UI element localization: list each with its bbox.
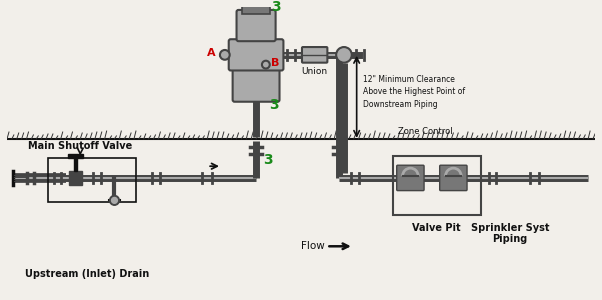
Bar: [393, 156, 481, 215]
Bar: [69, 171, 82, 185]
FancyBboxPatch shape: [302, 47, 327, 63]
Circle shape: [262, 61, 270, 68]
Text: Main Shutoff Valve: Main Shutoff Valve: [28, 141, 132, 151]
Bar: [67, 154, 83, 158]
Text: Flow: Flow: [300, 241, 324, 251]
Text: 3: 3: [269, 98, 279, 112]
FancyBboxPatch shape: [439, 165, 467, 190]
Text: 3: 3: [271, 0, 281, 14]
Circle shape: [110, 196, 119, 205]
Text: A: A: [207, 48, 216, 58]
Circle shape: [336, 47, 352, 63]
FancyBboxPatch shape: [229, 39, 284, 70]
Text: 12" Minimum Clearance
Above the Highest Point of
Downstream Piping: 12" Minimum Clearance Above the Highest …: [362, 75, 465, 109]
Bar: [246, 0, 266, 4]
Text: Valve Pit: Valve Pit: [412, 223, 461, 233]
Bar: [48, 158, 136, 202]
Text: Upstream (Inlet) Drain: Upstream (Inlet) Drain: [25, 268, 149, 278]
Bar: [74, 158, 77, 171]
Circle shape: [111, 197, 117, 203]
Text: 3: 3: [263, 153, 273, 167]
Text: Union: Union: [302, 67, 327, 76]
Circle shape: [220, 50, 230, 60]
FancyBboxPatch shape: [237, 10, 276, 41]
FancyBboxPatch shape: [232, 68, 279, 102]
Text: Zone Control: Zone Control: [398, 127, 452, 136]
FancyBboxPatch shape: [397, 165, 424, 190]
Text: B: B: [272, 58, 280, 68]
Bar: [243, 2, 270, 14]
Text: Sprinkler Syst
Piping: Sprinkler Syst Piping: [471, 223, 549, 244]
